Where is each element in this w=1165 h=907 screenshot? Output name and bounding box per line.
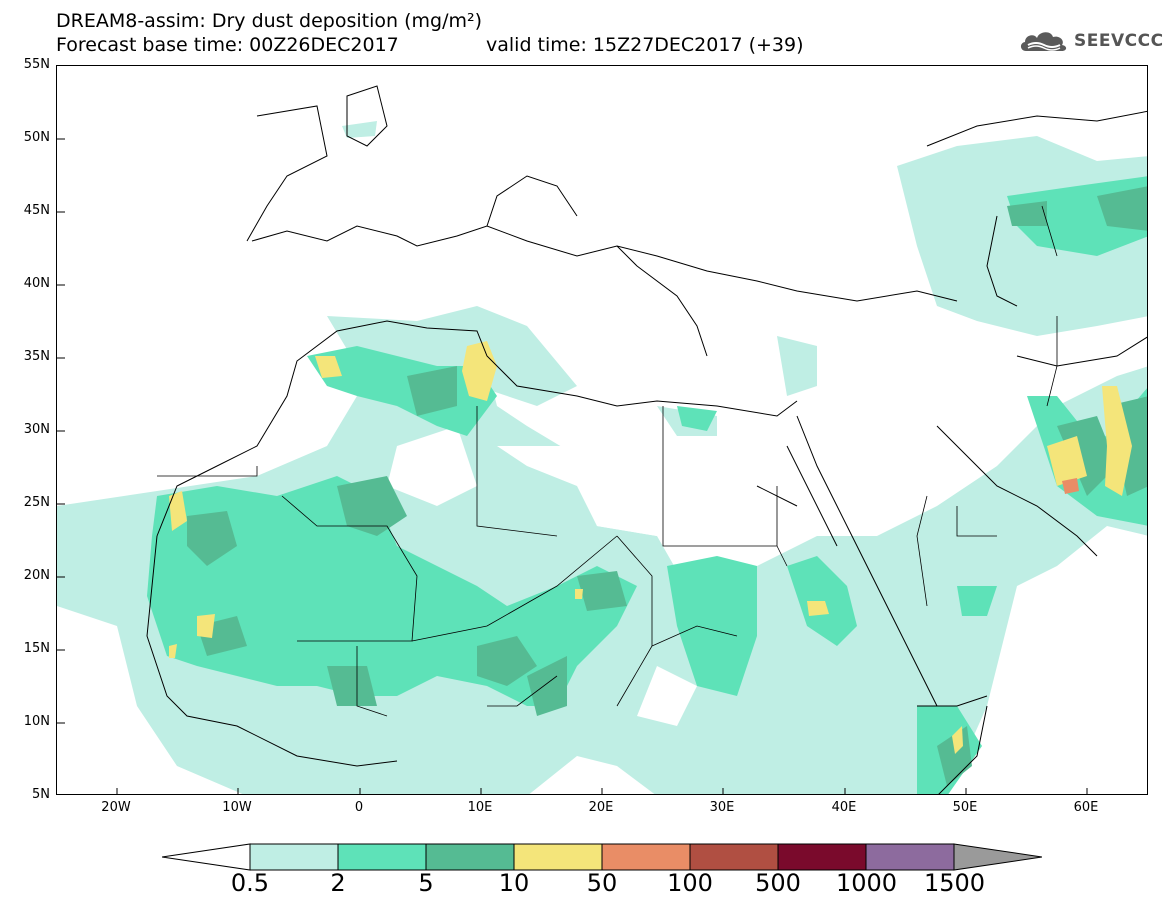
colorbar-swatches	[249, 843, 955, 871]
no-deposition-areas	[387, 396, 957, 726]
colorbar-swatch	[865, 843, 955, 871]
lon-label: 60E	[1073, 800, 1099, 815]
colorbar-label: 0.5	[230, 869, 270, 897]
colorbar-label: 100	[667, 869, 713, 897]
deposition-50-100-areas	[1062, 478, 1079, 494]
colorbar-label: 50	[586, 869, 618, 897]
lon-label: 30E	[709, 800, 735, 815]
colorbar-swatch	[249, 843, 339, 871]
colorbar-legend	[162, 843, 1042, 871]
colorbar-label: 5	[418, 869, 434, 897]
colorbar-label: 1500	[924, 869, 986, 897]
lat-label: 45N	[23, 203, 50, 218]
colorbar-max-arrow	[953, 843, 1042, 871]
lon-label: 20E	[588, 800, 614, 815]
colorbar-min-arrow	[162, 843, 251, 871]
lat-label: 5N	[32, 787, 50, 802]
lon-label: 50E	[952, 800, 978, 815]
valid-time: valid time: 15Z27DEC2017 (+39)	[486, 34, 804, 56]
country-borders	[157, 205, 1058, 717]
lon-label: 10E	[467, 800, 493, 815]
lon-label: 40E	[831, 800, 857, 815]
map-title: DREAM8-assim: Dry dust deposition (mg/m²…	[56, 10, 483, 32]
logo-text: SEEVCCC	[1074, 31, 1164, 51]
colorbar-label: 10	[498, 869, 530, 897]
lat-label: 30N	[23, 422, 50, 437]
dust-deposition-map	[56, 65, 1148, 795]
lat-label: 50N	[23, 130, 50, 145]
map-canvas	[57, 85, 1147, 794]
lat-label: 55N	[23, 57, 50, 72]
lat-label: 25N	[23, 495, 50, 510]
colorbar-swatch	[689, 843, 779, 871]
colorbar-label: 500	[755, 869, 801, 897]
axis-ticks	[57, 138, 1088, 794]
colorbar-swatch	[777, 843, 867, 871]
lon-label: 10W	[222, 800, 252, 815]
deposition-10-50-areas	[169, 341, 1132, 754]
lat-label: 10N	[23, 714, 50, 729]
lon-label: 20W	[101, 800, 131, 815]
lat-label: 35N	[23, 349, 50, 364]
colorbar-label: 1000	[836, 869, 898, 897]
colorbar-swatch	[337, 843, 427, 871]
colorbar-swatch	[513, 843, 603, 871]
lat-label: 40N	[23, 276, 50, 291]
seevccc-logo: SEEVCCC	[1018, 26, 1164, 56]
lat-label: 20N	[23, 568, 50, 583]
colorbar-swatch	[425, 843, 515, 871]
colorbar-label: 2	[330, 869, 346, 897]
lon-label: 0	[354, 800, 364, 815]
lat-label: 15N	[23, 641, 50, 656]
colorbar-swatch	[601, 843, 691, 871]
cloud-icon	[1020, 32, 1067, 51]
forecast-base-time: Forecast base time: 00Z26DEC2017	[56, 34, 399, 56]
